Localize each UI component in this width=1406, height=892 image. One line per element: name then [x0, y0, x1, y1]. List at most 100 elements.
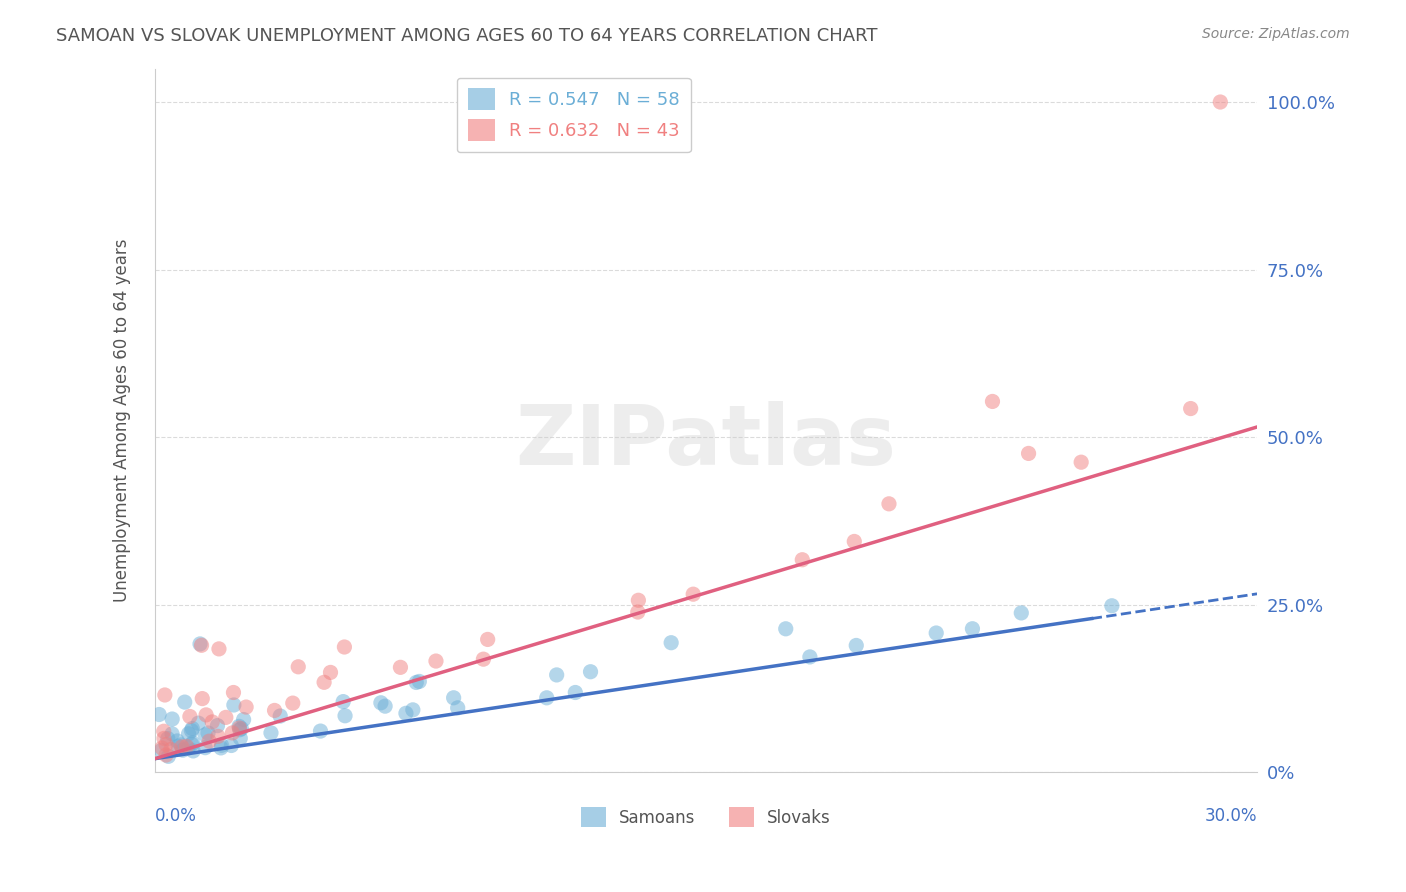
- Point: [1070, 455, 1092, 469]
- Point: [370, 696, 392, 710]
- Legend: Samoans, Slovaks: Samoans, Slovaks: [574, 800, 838, 834]
- Point: [181, 722, 204, 736]
- Point: [207, 718, 229, 732]
- Point: [188, 637, 211, 651]
- Point: [845, 639, 868, 653]
- Point: [222, 698, 245, 712]
- Point: [194, 728, 217, 742]
- Text: 30.0%: 30.0%: [1205, 807, 1257, 825]
- Point: [153, 688, 176, 702]
- Point: [281, 696, 304, 710]
- Point: [333, 708, 356, 723]
- Point: [156, 731, 179, 746]
- Point: [408, 674, 430, 689]
- Point: [215, 710, 238, 724]
- Point: [405, 675, 427, 690]
- Point: [844, 534, 866, 549]
- Point: [260, 726, 283, 740]
- Point: [166, 734, 188, 748]
- Point: [229, 723, 252, 737]
- Point: [190, 638, 212, 652]
- Point: [477, 632, 499, 647]
- Point: [229, 731, 252, 746]
- Point: [925, 626, 948, 640]
- Point: [180, 723, 202, 738]
- Point: [269, 709, 291, 723]
- Point: [309, 724, 332, 739]
- Point: [170, 738, 193, 752]
- Point: [228, 721, 250, 735]
- Point: [159, 742, 181, 756]
- Point: [579, 665, 602, 679]
- Point: [155, 747, 177, 762]
- Point: [170, 739, 193, 754]
- Point: [208, 641, 231, 656]
- Point: [187, 716, 209, 731]
- Point: [177, 741, 200, 756]
- Point: [173, 695, 195, 709]
- Point: [231, 722, 253, 736]
- Point: [287, 660, 309, 674]
- Point: [232, 713, 254, 727]
- Point: [799, 649, 821, 664]
- Point: [228, 719, 250, 733]
- Point: [962, 622, 984, 636]
- Point: [333, 640, 356, 654]
- Point: [314, 675, 336, 690]
- Point: [221, 726, 243, 740]
- Point: [160, 727, 183, 741]
- Point: [148, 707, 170, 722]
- Text: Source: ZipAtlas.com: Source: ZipAtlas.com: [1202, 27, 1350, 41]
- Point: [153, 731, 176, 746]
- Point: [209, 740, 232, 755]
- Text: SAMOAN VS SLOVAK UNEMPLOYMENT AMONG AGES 60 TO 64 YEARS CORRELATION CHART: SAMOAN VS SLOVAK UNEMPLOYMENT AMONG AGES…: [56, 27, 877, 45]
- Point: [201, 714, 224, 729]
- Point: [180, 737, 202, 751]
- Point: [447, 701, 470, 715]
- Point: [536, 690, 558, 705]
- Point: [472, 652, 495, 666]
- Point: [1018, 446, 1040, 460]
- Point: [179, 709, 201, 723]
- Point: [402, 703, 425, 717]
- Text: 0.0%: 0.0%: [155, 807, 197, 825]
- Point: [425, 654, 447, 668]
- Point: [263, 703, 285, 717]
- Point: [197, 726, 219, 740]
- Point: [319, 665, 342, 680]
- Point: [332, 695, 354, 709]
- Point: [1010, 606, 1032, 620]
- Point: [191, 691, 214, 706]
- Point: [221, 739, 243, 753]
- Point: [389, 660, 412, 674]
- Point: [374, 699, 396, 714]
- Point: [627, 593, 650, 607]
- Point: [152, 724, 174, 739]
- Point: [1101, 599, 1123, 613]
- Point: [155, 738, 177, 752]
- Point: [207, 730, 229, 744]
- Point: [194, 740, 217, 755]
- Point: [877, 497, 900, 511]
- Point: [198, 734, 221, 748]
- Point: [181, 736, 204, 750]
- Point: [195, 707, 218, 722]
- Text: ZIPatlas: ZIPatlas: [516, 401, 897, 482]
- Point: [211, 739, 233, 753]
- Point: [659, 636, 682, 650]
- Y-axis label: Unemployment Among Ages 60 to 64 years: Unemployment Among Ages 60 to 64 years: [114, 238, 131, 602]
- Point: [176, 739, 198, 754]
- Point: [627, 605, 650, 619]
- Point: [172, 743, 194, 757]
- Point: [222, 685, 245, 699]
- Point: [775, 622, 797, 636]
- Point: [395, 706, 418, 721]
- Point: [235, 700, 257, 714]
- Point: [157, 749, 180, 764]
- Point: [443, 690, 465, 705]
- Point: [546, 668, 568, 682]
- Point: [1209, 95, 1232, 109]
- Point: [682, 587, 704, 601]
- Point: [177, 727, 200, 741]
- Point: [160, 712, 183, 726]
